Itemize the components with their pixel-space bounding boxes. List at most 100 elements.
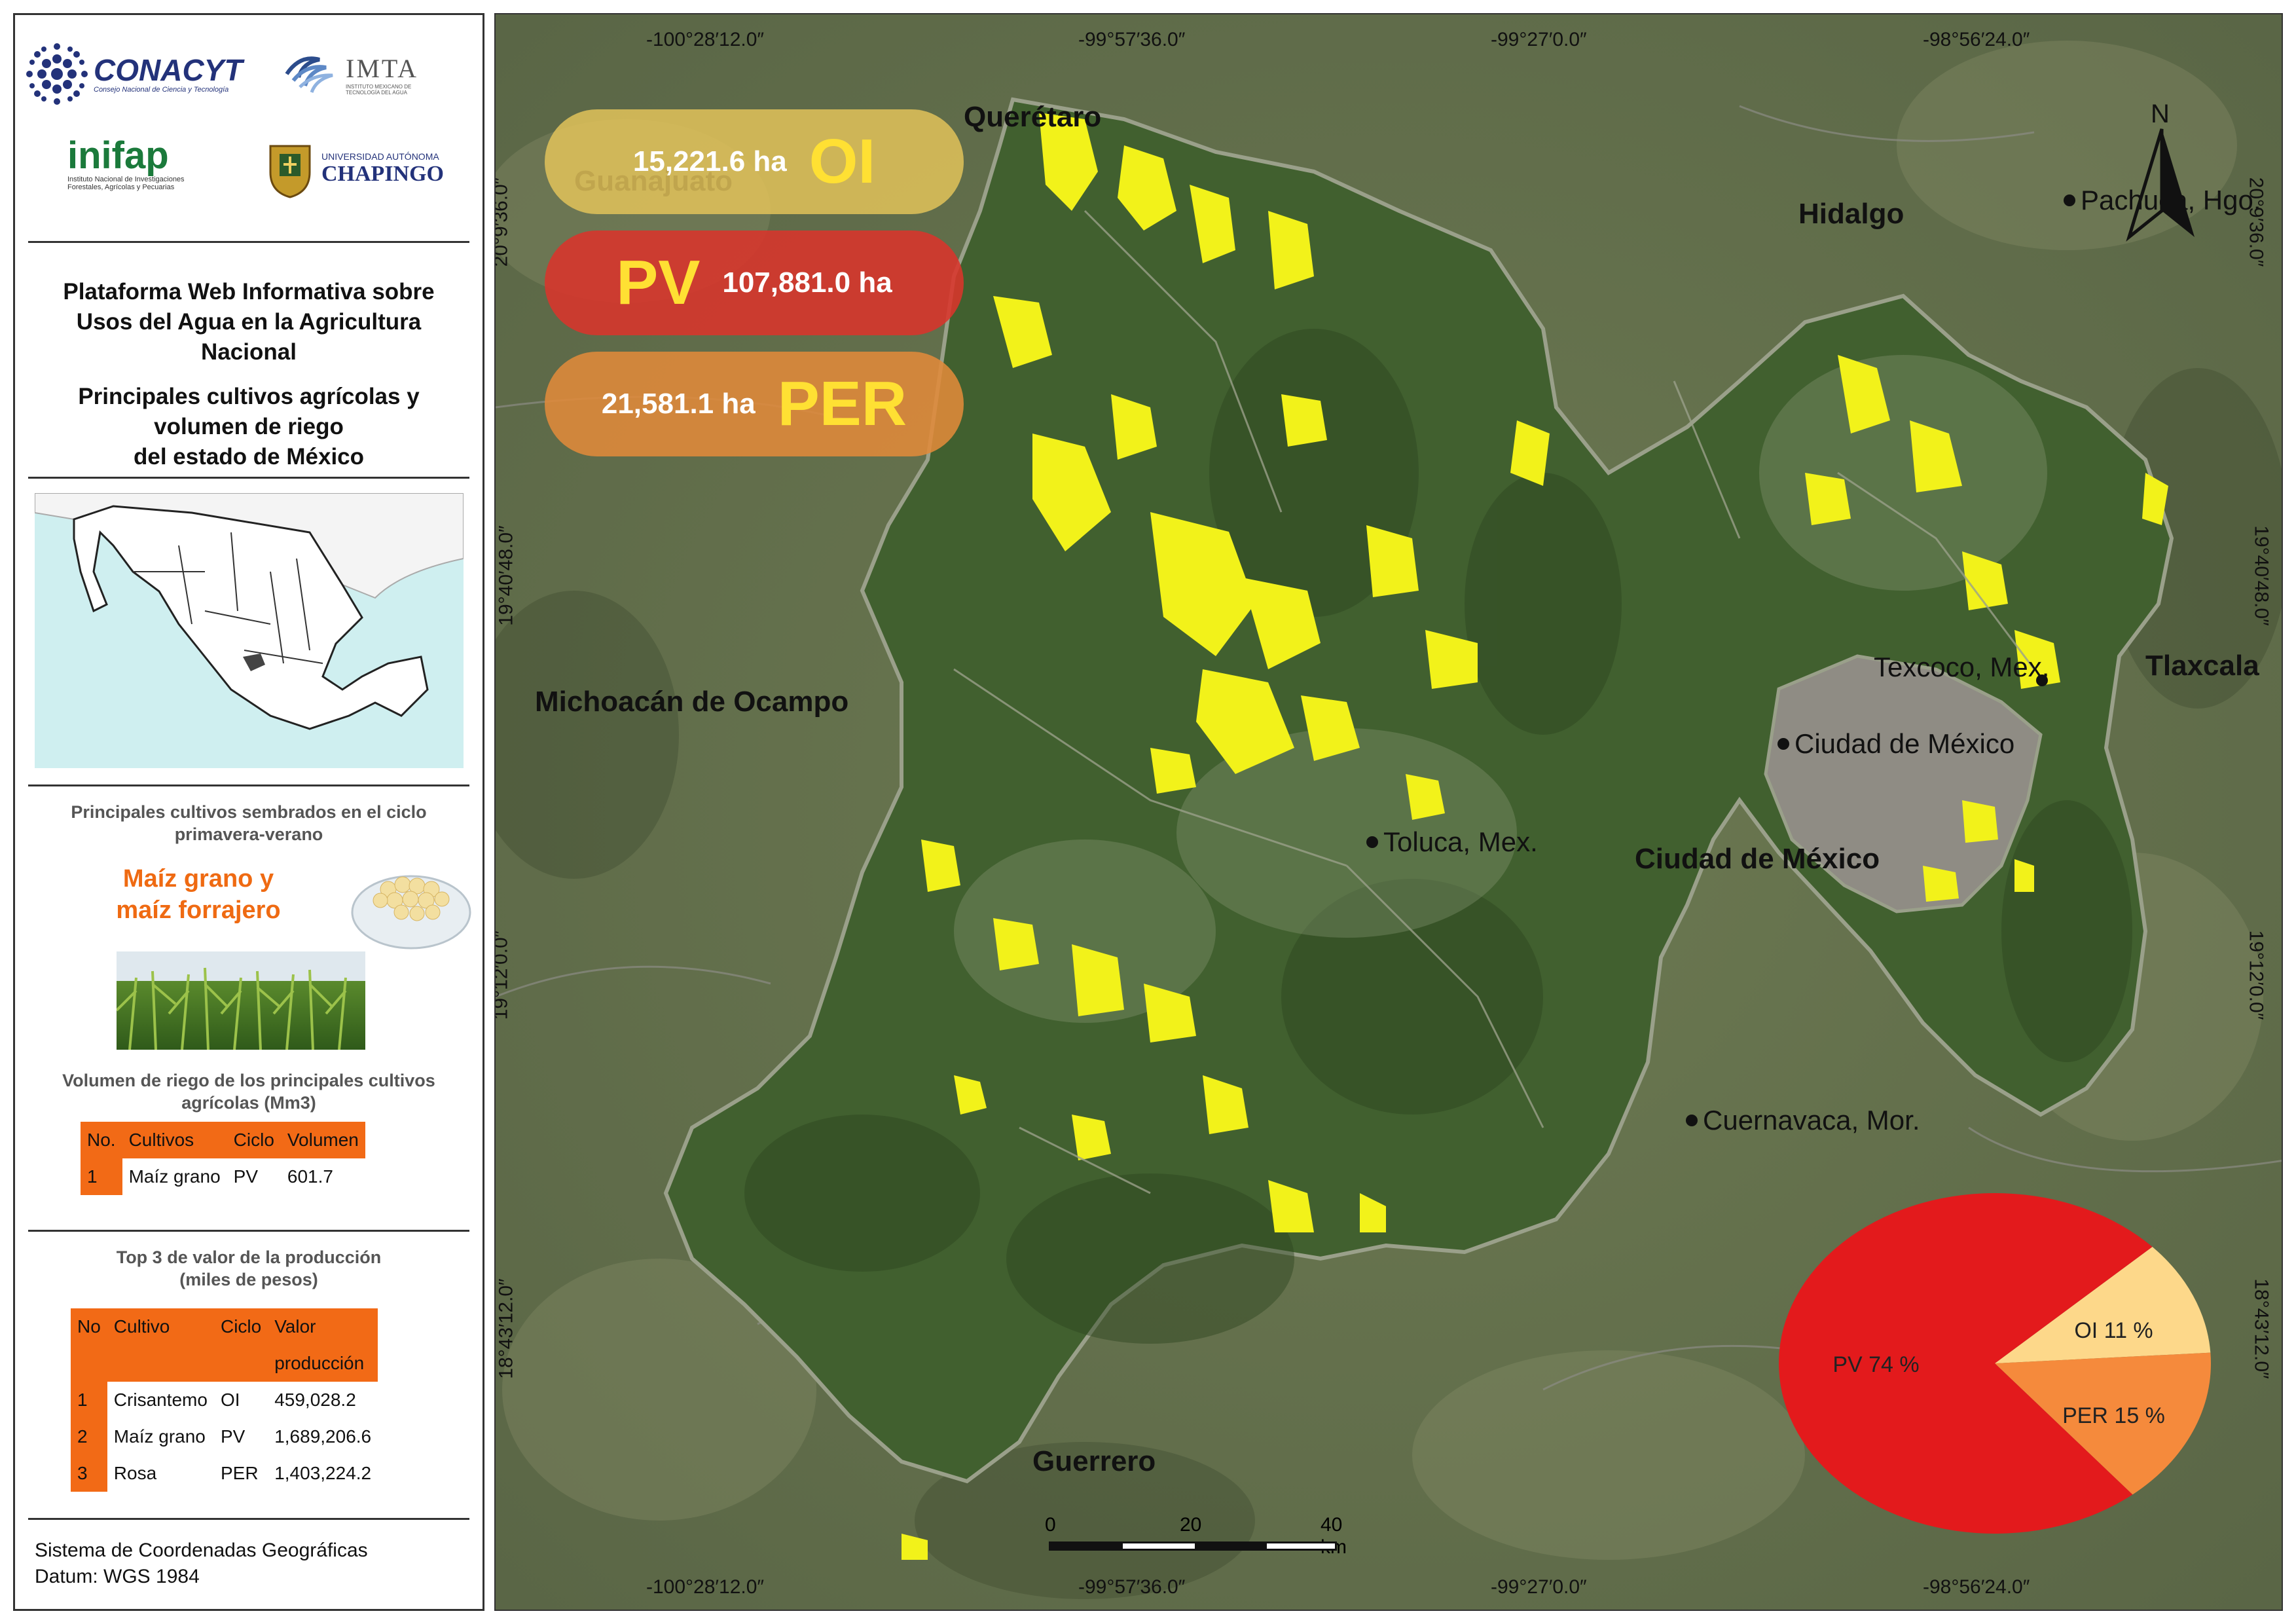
table-cell: 1,689,206.6: [274, 1426, 372, 1447]
locator-map: [35, 493, 464, 768]
crops-heading-line-1: Principales cultivos sembrados en el cic…: [71, 802, 427, 822]
imta-name: IMTA: [346, 53, 419, 83]
coord-left-1: 20°9′36.0″: [494, 177, 512, 267]
coord-top-4: -98°56′24.0″: [1923, 29, 2030, 50]
chapingo-logo: UNIVERSIDAD AUTÓNOMA CHAPINGO: [264, 139, 444, 198]
subtitle-line-2: volumen de riego: [154, 414, 344, 439]
oi-code: OI: [809, 126, 876, 196]
chapingo-name: CHAPINGO: [321, 162, 444, 186]
table-header: Ciclo: [227, 1122, 281, 1158]
table-cell: 1: [81, 1158, 122, 1195]
top3-heading-line-2: (miles de pesos): [179, 1270, 318, 1289]
city-marker: [2036, 674, 2049, 686]
table-header-row: No. Cultivos Ciclo Volumen: [81, 1122, 365, 1158]
scale-label-0: 0: [1045, 1514, 1056, 1536]
table-header: Valor: [268, 1308, 378, 1345]
coord-right-4: 18°43′12.0″: [2250, 1278, 2272, 1379]
table-cell: Maíz grano: [113, 1426, 206, 1447]
table-cell: 1: [71, 1382, 107, 1418]
per-code: PER: [777, 369, 907, 439]
table-header: Volumen: [280, 1122, 365, 1158]
state-label-queretaro: Querétaro: [964, 101, 1102, 133]
info-panel: CONACYT Consejo Nacional de Ciencia y Te…: [13, 13, 484, 1611]
table-cell: 459,028.2: [274, 1390, 356, 1410]
table-header-row: producción: [71, 1345, 378, 1382]
imta-logo: IMTA INSTITUTO MEXICANO DE TECNOLOGÍA DE…: [280, 48, 444, 100]
table-cell: OI: [220, 1390, 240, 1410]
crops-heading-line-2: primavera-verano: [174, 824, 323, 844]
volume-heading-line-2: agrícolas (Mm3): [181, 1093, 316, 1113]
city-marker: [1686, 1115, 1698, 1126]
coord-bottom-1: -100°28′12.0″: [646, 1576, 765, 1598]
city-cdmx: Ciudad de México: [1777, 728, 2014, 760]
pv-area-badge: PV 107,881.0 ha: [545, 231, 964, 335]
city-label: Ciudad de México: [1795, 728, 2015, 759]
scale-label-40: 40 km: [1321, 1514, 1347, 1558]
divider: [28, 477, 469, 479]
conacyt-subtitle: Consejo Nacional de Ciencia y Tecnología: [94, 86, 229, 94]
state-label-cdmx: Ciudad de México: [1635, 843, 1880, 875]
divider: [28, 1230, 469, 1232]
conacyt-logo: CONACYT Consejo Nacional de Ciencia y Te…: [24, 41, 242, 107]
city-marker: [1366, 836, 1378, 848]
north-arrow-icon: [2126, 128, 2195, 242]
state-label-michoacan: Michoacán de Ocampo: [535, 686, 849, 718]
coord-left-4: 18°43′12.0″: [495, 1278, 517, 1379]
top3-heading: Top 3 de valor de la producción (miles d…: [28, 1246, 469, 1291]
coord-bottom-3: -99°27′0.0″: [1491, 1576, 1587, 1598]
table-row: 1 Crisantemo OI 459,028.2: [71, 1382, 378, 1418]
volume-heading: Volumen de riego de los principales cult…: [28, 1069, 469, 1114]
city-marker: [2064, 194, 2075, 206]
table-header: Cultivo: [107, 1308, 214, 1345]
map-frame[interactable]: -100°28′12.0″ -99°57′36.0″ -99°27′0.0″ -…: [494, 13, 2283, 1611]
table-header: No: [71, 1308, 107, 1345]
table-cell: 3: [71, 1455, 107, 1492]
city-cuernavaca: Cuernavaca, Mor.: [1686, 1105, 1920, 1136]
title-line-3: Nacional: [201, 339, 297, 365]
table-header: producción: [268, 1345, 378, 1382]
title-line-2: Usos del Agua en la Agricultura: [76, 309, 422, 335]
divider: [28, 784, 469, 786]
cycle-share-pie-chart: OI 11 % PER 15 % PV 74 %: [1779, 1193, 2211, 1534]
pv-code: PV: [616, 248, 701, 318]
pie-slice-pv: [1779, 1193, 2153, 1534]
table-cell: Rosa: [113, 1463, 157, 1483]
conacyt-name: CONACYT: [94, 53, 243, 87]
coord-left-2: 19°40′48.0″: [495, 525, 517, 626]
table-row: 3 Rosa PER 1,403,224.2: [71, 1455, 378, 1492]
corn-field-image: [117, 951, 365, 1050]
oi-area-value: 15,221.6 ha: [632, 145, 787, 177]
pie-label-per: PER 15 %: [2062, 1403, 2165, 1428]
platform-title: Plataforma Web Informativa sobre Usos de…: [28, 277, 469, 367]
crop-name-line-1: Maíz grano y: [122, 865, 274, 893]
per-area-badge: 21,581.1 ha PER: [545, 352, 964, 456]
table-header: Ciclo: [213, 1308, 268, 1345]
table-cell: Crisantemo: [113, 1390, 208, 1410]
north-arrow: N: [2119, 100, 2204, 250]
volume-heading-line-1: Volumen de riego de los principales cult…: [62, 1071, 435, 1090]
coord-right-2: 19°40′48.0″: [2250, 525, 2272, 626]
coord-left-3: 19°12′0.0″: [494, 930, 512, 1020]
city-label: Cuernavaca, Mor.: [1703, 1105, 1920, 1135]
map-subtitle: Principales cultivos agrícolas y volumen…: [28, 382, 469, 472]
table-cell: Maíz grano: [128, 1166, 221, 1187]
pv-area-value: 107,881.0 ha: [722, 267, 892, 299]
crop-name-line-2: maíz forrajero: [116, 896, 281, 924]
table-row: 2 Maíz grano PV 1,689,206.6: [71, 1418, 378, 1455]
divider: [28, 241, 469, 243]
scale-bar: 0 20 40 km: [1045, 1514, 1347, 1558]
conacyt-emblem: [26, 43, 88, 105]
pie-slice-oi: [1995, 1247, 2211, 1363]
pie-label-pv: PV 74 %: [1832, 1352, 1919, 1377]
top3-table: No Cultivo Ciclo Valor producción 1 Cris…: [71, 1308, 378, 1492]
table-cell: PV: [220, 1426, 246, 1447]
imta-waves-icon: [285, 56, 333, 93]
table-header-blank: [71, 1345, 107, 1382]
coordinate-system-note: Sistema de Coordenadas Geográficas Datum…: [35, 1538, 368, 1590]
state-label-tlaxcala: Tlaxcala: [2145, 650, 2259, 682]
subtitle-line-1: Principales cultivos agrícolas y: [78, 384, 420, 409]
volume-table: No. Cultivos Ciclo Volumen 1 Maíz grano …: [81, 1122, 365, 1195]
chapingo-top: UNIVERSIDAD AUTÓNOMA: [321, 151, 439, 162]
table-cell: 1,403,224.2: [274, 1463, 372, 1483]
coord-top-1: -100°28′12.0″: [646, 29, 765, 50]
